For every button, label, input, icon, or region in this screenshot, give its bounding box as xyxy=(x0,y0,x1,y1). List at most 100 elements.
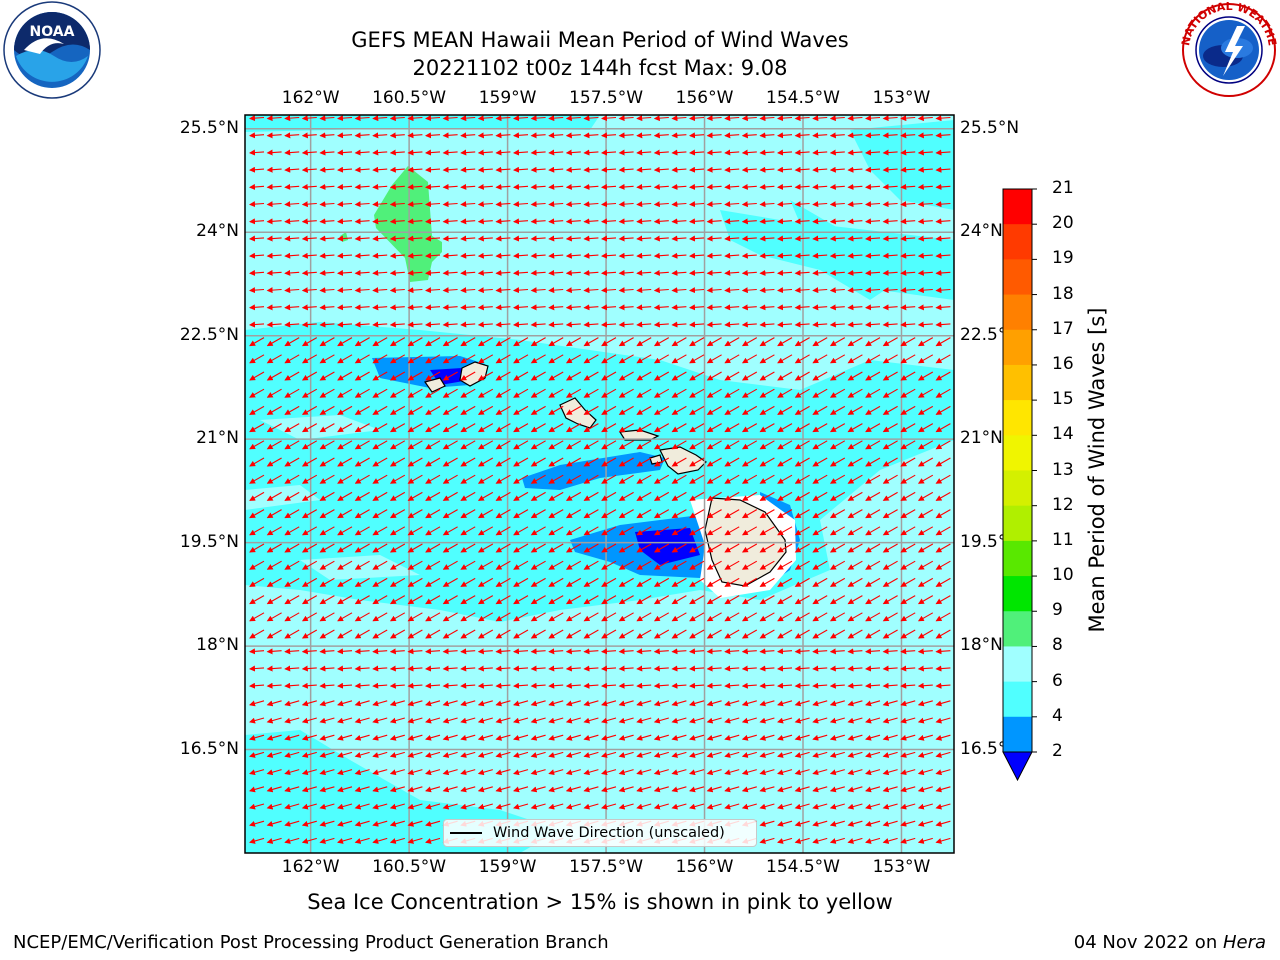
wave-direction-arrow xyxy=(337,304,353,311)
colorbar-segment xyxy=(1003,364,1032,401)
wave-direction-arrow xyxy=(829,405,846,415)
wave-direction-arrow xyxy=(636,149,652,156)
wave-direction-arrow xyxy=(301,166,317,173)
wave-direction-arrow xyxy=(442,115,458,122)
wave-direction-arrow xyxy=(847,337,863,347)
wave-direction-arrow xyxy=(407,132,423,139)
wave-direction-arrow xyxy=(266,354,282,364)
wave-direction-arrow xyxy=(671,252,687,259)
wave-direction-arrow xyxy=(337,287,353,294)
wave-direction-arrow xyxy=(337,201,353,208)
wave-direction-arrow xyxy=(266,166,282,173)
colorbar-label: 18 xyxy=(1052,283,1074,304)
wave-direction-arrow xyxy=(689,132,705,139)
wave-direction-arrow xyxy=(354,183,370,190)
wave-direction-arrow xyxy=(477,304,493,311)
wave-direction-arrow xyxy=(865,354,881,364)
wave-direction-arrow xyxy=(865,321,881,328)
wave-direction-arrow xyxy=(724,304,740,311)
wave-direction-arrow xyxy=(548,371,564,381)
wave-direction-arrow xyxy=(565,337,582,347)
wave-direction-arrow xyxy=(319,132,335,139)
wave-direction-arrow xyxy=(319,235,335,242)
wave-direction-arrow xyxy=(777,115,793,122)
wave-direction-arrow xyxy=(618,388,634,398)
wave-direction-arrow xyxy=(917,149,933,156)
wave-direction-arrow xyxy=(513,287,529,294)
wave-direction-arrow xyxy=(601,287,617,294)
wave-direction-arrow xyxy=(513,371,529,381)
wave-direction-arrow xyxy=(530,166,546,173)
wave-direction-arrow xyxy=(741,269,757,276)
wave-direction-arrow xyxy=(618,354,634,364)
wave-direction-arrow xyxy=(354,354,370,364)
wave-direction-arrow xyxy=(653,337,670,347)
wave-direction-arrow xyxy=(882,321,898,328)
footer-credit: NCEP/EMC/Verification Post Processing Pr… xyxy=(13,932,609,953)
wave-direction-arrow xyxy=(337,235,353,242)
wave-direction-arrow xyxy=(636,337,652,347)
wave-direction-arrow xyxy=(249,252,265,259)
wave-direction-arrow xyxy=(900,218,916,225)
wave-direction-arrow xyxy=(741,132,757,139)
wave-direction-arrow xyxy=(618,115,634,122)
wave-direction-arrow xyxy=(565,218,581,225)
wave-direction-arrow xyxy=(266,132,282,139)
wave-direction-arrow xyxy=(601,201,617,208)
wave-direction-arrow xyxy=(301,183,317,190)
wave-direction-arrow xyxy=(741,252,757,259)
wave-direction-arrow xyxy=(882,149,898,156)
wave-direction-arrow xyxy=(495,235,511,242)
wave-direction-arrow xyxy=(917,115,933,122)
wave-direction-arrow xyxy=(741,149,757,156)
wave-direction-arrow xyxy=(900,337,916,347)
wave-direction-arrow xyxy=(337,269,353,276)
wave-direction-arrow xyxy=(477,388,494,398)
wave-direction-arrow xyxy=(917,304,933,311)
wave-direction-arrow xyxy=(565,201,581,208)
wave-direction-arrow xyxy=(777,183,793,190)
lat-tick-left: 22.5°N xyxy=(179,324,239,345)
wave-direction-arrow xyxy=(495,321,511,328)
wave-direction-arrow xyxy=(425,183,441,190)
wave-direction-arrow xyxy=(812,371,828,381)
wave-direction-arrow xyxy=(917,269,933,276)
wave-direction-arrow xyxy=(724,354,740,364)
wave-direction-arrow xyxy=(442,149,458,156)
wave-direction-arrow xyxy=(882,183,898,190)
wave-direction-arrow xyxy=(354,132,370,139)
wave-direction-arrow xyxy=(565,287,581,294)
wave-direction-arrow xyxy=(653,132,669,139)
wave-direction-arrow xyxy=(741,354,758,364)
nws-logo: NATIONAL WEATHER SERVICE xyxy=(1179,0,1279,98)
wave-direction-arrow xyxy=(372,166,388,173)
wave-direction-arrow xyxy=(829,252,845,259)
wave-direction-arrow xyxy=(495,218,511,225)
wave-direction-arrow xyxy=(671,115,687,122)
wave-direction-arrow xyxy=(618,287,634,294)
wave-direction-arrow xyxy=(794,166,810,173)
wave-direction-arrow xyxy=(477,269,493,276)
wave-direction-arrow xyxy=(900,388,916,398)
wave-direction-arrow xyxy=(618,371,634,381)
wave-direction-arrow xyxy=(759,252,775,259)
lat-tick-left: 19.5°N xyxy=(179,531,239,552)
wave-direction-arrow xyxy=(777,388,793,398)
wave-direction-arrow xyxy=(882,371,898,381)
wave-direction-arrow xyxy=(935,201,951,208)
wave-direction-arrow xyxy=(759,321,775,328)
colorbar-title: Mean Period of Wind Waves [s] xyxy=(1085,307,1109,633)
wave-direction-arrow xyxy=(829,115,845,122)
wave-direction-arrow xyxy=(794,269,810,276)
wave-direction-arrow xyxy=(266,269,282,276)
wave-direction-arrow xyxy=(495,304,511,311)
wave-direction-arrow xyxy=(847,304,863,311)
colorbar-segment xyxy=(1003,259,1032,296)
wave-direction-arrow xyxy=(794,132,810,139)
wave-direction-arrow xyxy=(266,183,282,190)
wave-direction-arrow xyxy=(882,235,898,242)
wave-direction-arrow xyxy=(847,287,863,294)
wave-direction-arrow xyxy=(301,149,317,156)
chart-subtitle: 20221102 t00z 144h fcst Max: 9.08 xyxy=(412,56,788,80)
wave-direction-arrow xyxy=(812,252,828,259)
